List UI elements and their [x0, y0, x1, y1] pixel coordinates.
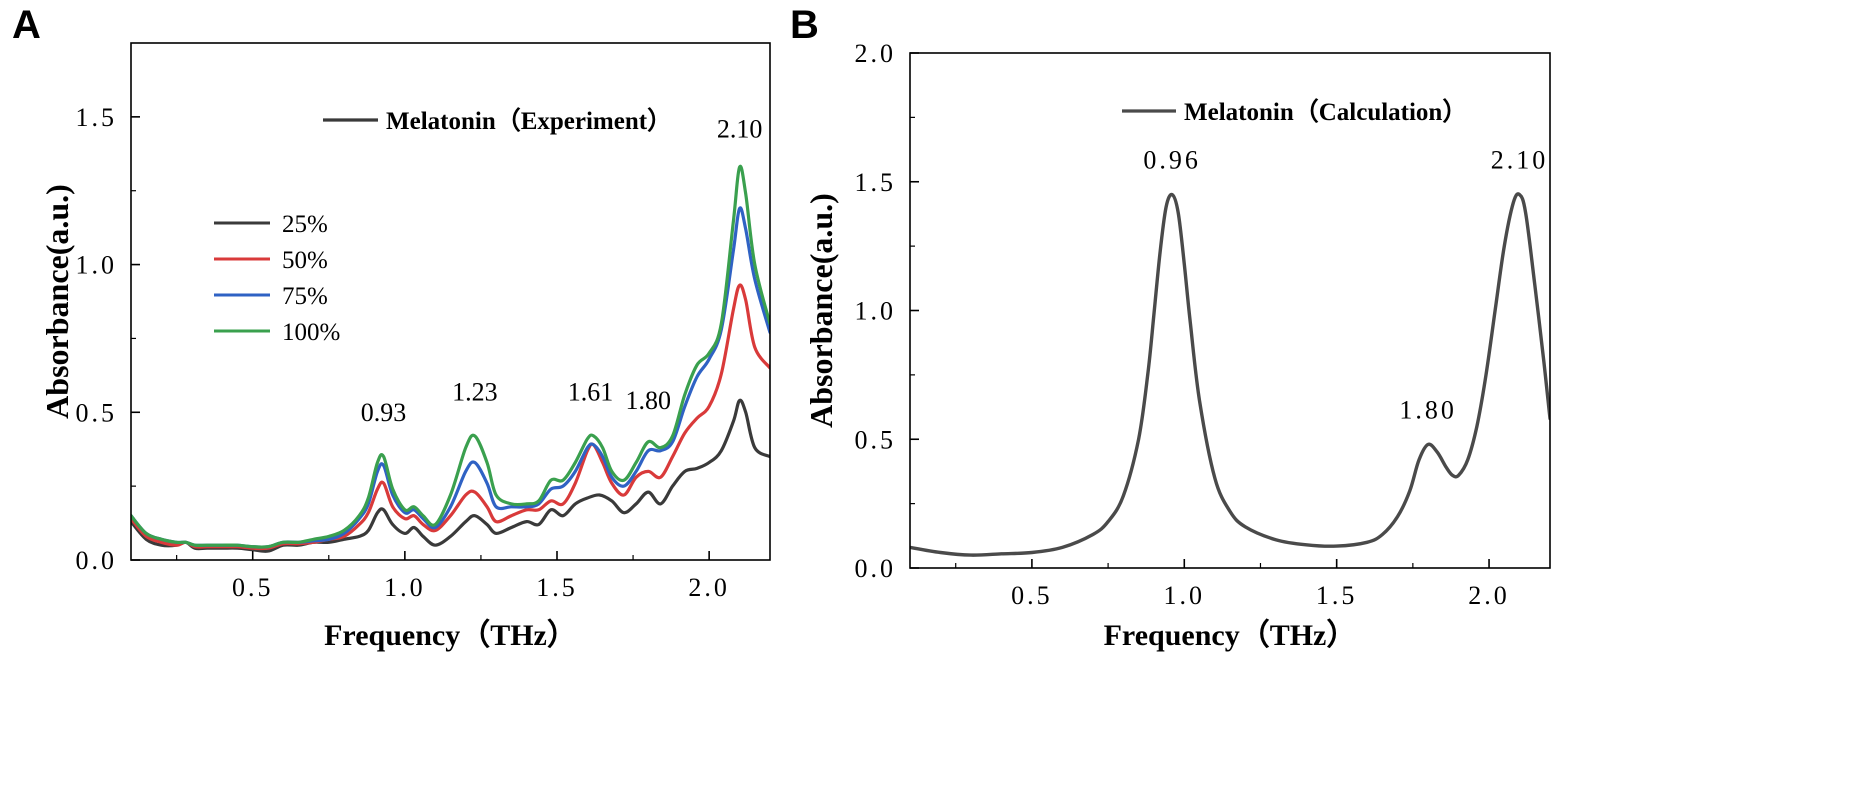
y-tick-label: 1.5 — [855, 168, 897, 197]
y-axis-label: Absorbance(a.u.) — [39, 184, 75, 419]
legend-title: Melatonin（Calculation） — [1184, 97, 1467, 126]
y-axis-label: Absorbance(a.u.) — [803, 193, 839, 428]
series-group — [910, 192, 1550, 557]
peak-label: 0.96 — [1143, 146, 1201, 175]
series-group — [131, 164, 770, 553]
y-tick-label: 1.5 — [76, 103, 118, 132]
series-line-100 — [131, 164, 770, 549]
y-tick-label: 2.0 — [855, 39, 897, 68]
x-tick-label: 1.5 — [1316, 581, 1358, 610]
peak-label: 1.80 — [1399, 395, 1457, 424]
y-tick-label: 1.0 — [855, 297, 897, 326]
legend-title: Melatonin（Experiment） — [386, 106, 672, 135]
peak-label: 1.80 — [626, 386, 672, 415]
y-tick-label: 0.5 — [855, 425, 897, 454]
legend-label: 25% — [282, 211, 328, 238]
y-tick-label: 0.0 — [76, 546, 118, 575]
legend-label: 50% — [282, 247, 328, 274]
legend-label: 75% — [282, 283, 328, 310]
y-tick-label: 0.0 — [855, 554, 897, 583]
x-tick-label: 0.5 — [232, 573, 274, 602]
plot-frame — [130, 42, 771, 561]
legend-label: 100% — [282, 319, 340, 346]
chart-panel-b: B 0.5 1.0 1.5 2.0 0.0 0.5 1.0 1.5 2.0 Frequency（TH… — [790, 3, 1551, 652]
peak-label: 2.10 — [717, 114, 763, 143]
plot-frame — [909, 52, 1551, 569]
y-tick-label: 1.0 — [76, 251, 118, 280]
series-line-25 — [131, 398, 770, 553]
x-axis-label: Frequency（THz） — [1104, 618, 1357, 652]
x-tick-label: 0.5 — [1011, 581, 1053, 610]
x-axis-label: Frequency（THz） — [324, 618, 577, 652]
chart-panel-a: A 0.5 1.0 1.5 2.0 0.0 0.5 1.0 1.5 Frequency（THz） A… — [12, 3, 771, 652]
x-tick-label: 2.0 — [688, 573, 730, 602]
x-tick-label: 1.5 — [536, 573, 578, 602]
peak-label: 1.61 — [568, 377, 614, 406]
peak-label: 1.23 — [452, 377, 498, 406]
series-line-melatonin-calculation — [910, 192, 1550, 557]
peak-label: 2.10 — [1491, 146, 1549, 175]
x-tick-label: 1.0 — [1164, 581, 1206, 610]
x-tick-label: 1.0 — [384, 573, 426, 602]
x-tick-label: 2.0 — [1468, 581, 1510, 610]
peak-label: 0.93 — [361, 398, 407, 427]
panel-letter: B — [790, 3, 819, 47]
y-tick-label: 0.5 — [76, 398, 118, 427]
panel-letter: A — [12, 3, 41, 47]
